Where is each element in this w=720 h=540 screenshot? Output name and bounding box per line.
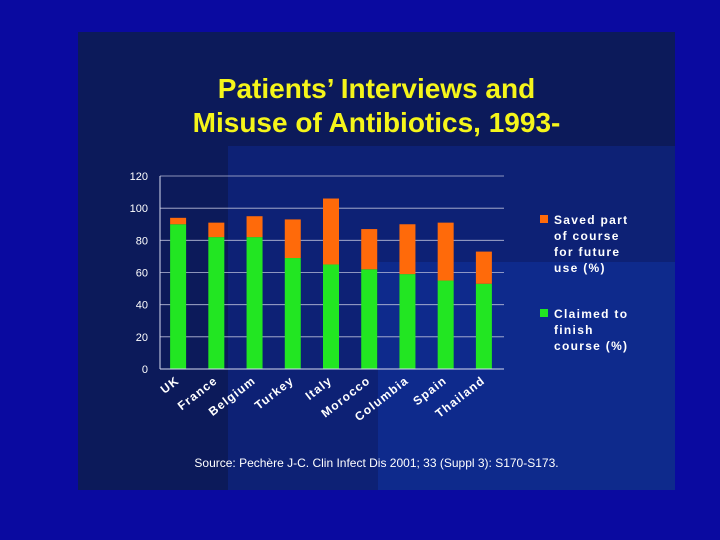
bar-finish-thailand bbox=[475, 283, 492, 369]
bar-saved-france bbox=[208, 222, 225, 238]
x-category-label: Italy bbox=[303, 373, 335, 403]
bar-finish-italy bbox=[323, 264, 339, 369]
y-axis-ticks: 0 20 40 60 80 100 120 bbox=[130, 171, 148, 376]
panel-shade-inner bbox=[378, 262, 675, 490]
bar-saved-thailand bbox=[475, 251, 492, 284]
slide-title-line-2: Misuse of Antibiotics, 1993- bbox=[192, 107, 561, 138]
legend-swatch bbox=[540, 309, 548, 317]
legend-item: Saved part of course for future use (%) bbox=[540, 212, 650, 276]
bar-saved-spain bbox=[437, 222, 454, 281]
y-tick-label: 120 bbox=[130, 171, 148, 183]
y-tick-label: 60 bbox=[136, 268, 148, 280]
y-tick-label: 40 bbox=[136, 300, 148, 312]
bar-finish-turkey bbox=[284, 258, 301, 369]
bar-saved-columbia bbox=[399, 224, 416, 275]
legend-swatch bbox=[540, 215, 548, 223]
chart-legend: Saved part of course for future use (%) C… bbox=[540, 212, 650, 354]
legend-item: Claimed to finish course (%) bbox=[540, 306, 650, 354]
y-tick-label: 20 bbox=[136, 332, 148, 344]
bar-finish-morocco bbox=[361, 269, 378, 369]
y-tick-label: 0 bbox=[142, 364, 148, 376]
chart-axes bbox=[159, 176, 504, 370]
slide-title-line-1: Patients’ Interviews and bbox=[217, 73, 536, 104]
slide-title: Patients’ Interviews and Misuse of Antib… bbox=[78, 72, 675, 140]
bar-finish-spain bbox=[437, 280, 454, 369]
x-category-label: UK bbox=[158, 373, 182, 396]
x-category-label: Turkey bbox=[252, 373, 297, 412]
bar-finish-uk bbox=[170, 224, 187, 369]
bar-finish-columbia bbox=[399, 274, 416, 369]
legend-label: Saved part of course for future use (%) bbox=[554, 213, 629, 275]
bar-finish-france bbox=[208, 237, 225, 369]
bar-saved-uk bbox=[170, 217, 187, 225]
legend-label: Claimed to finish course (%) bbox=[554, 307, 629, 353]
bar-saved-morocco bbox=[361, 229, 378, 270]
y-tick-label: 80 bbox=[136, 235, 148, 247]
bar-saved-belgium bbox=[246, 216, 263, 238]
bar-saved-turkey bbox=[284, 219, 301, 259]
chart-bars bbox=[170, 198, 492, 369]
source-citation: Source: Pechère J-C. Clin Infect Dis 200… bbox=[194, 456, 559, 470]
bar-saved-italy bbox=[323, 198, 339, 265]
y-tick-label: 100 bbox=[130, 203, 148, 215]
bar-finish-belgium bbox=[246, 237, 263, 369]
